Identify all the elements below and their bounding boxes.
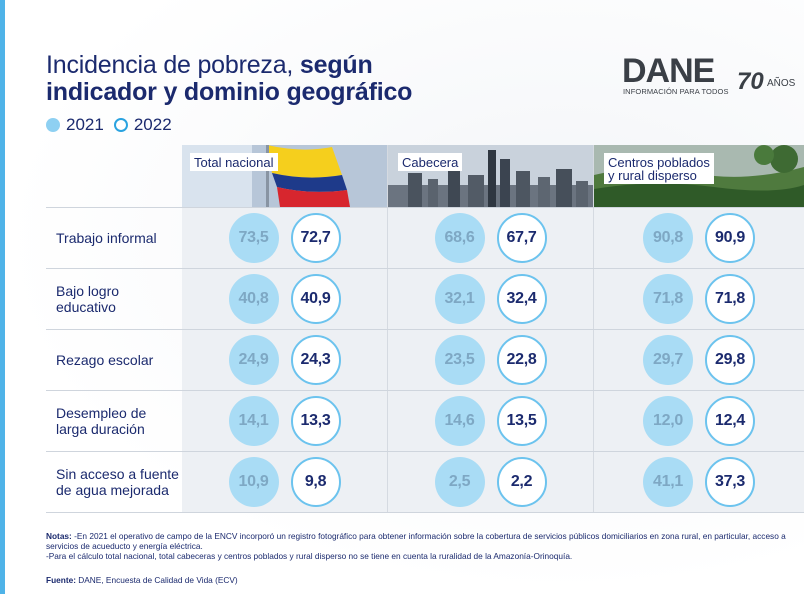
header-image-cabecera <box>388 145 593 207</box>
column-header-nacional: Total nacional <box>190 153 278 171</box>
row-label-line: de agua mejorada <box>56 481 169 498</box>
value-bubble-2022: 32,4 <box>496 273 547 324</box>
row-separator <box>46 268 804 269</box>
column-divider <box>387 145 388 512</box>
dane-logo: DANE INFORMACIÓN PARA TODOS 70 AÑOS <box>622 54 802 100</box>
title-bold-2: indicador y dominio geográfico <box>46 78 413 106</box>
row-label: Rezago escolar <box>56 352 181 368</box>
row-separator <box>46 512 804 513</box>
column-bg-rural <box>594 207 804 512</box>
value-bubble-2022: 13,5 <box>496 395 547 446</box>
value-bubble-2022: 29,8 <box>705 334 755 385</box>
value-bubble-2022: 71,8 <box>705 273 755 324</box>
column-header-cabecera-line-1: Cabecera <box>402 155 459 170</box>
value-bubble-2022: 24,3 <box>290 334 341 385</box>
row-label-line: Desempleo de <box>56 404 147 421</box>
column-divider <box>593 145 594 512</box>
value-bubble-2021: 68,6 <box>434 212 485 263</box>
source: Fuente: DANE, Encuesta de Calidad de Vid… <box>46 575 238 585</box>
logo-anos: AÑOS <box>767 78 796 89</box>
title-bold-1: según <box>299 51 373 79</box>
row-label-line: Bajo logro <box>56 282 120 299</box>
notes-line-2: -Para el cálculo total nacional, total c… <box>46 551 573 561</box>
row-separator <box>46 390 804 391</box>
column-bg-nacional <box>182 207 387 512</box>
title-regular: Incidencia de pobreza, <box>46 51 300 79</box>
value-bubble-2022: 12,4 <box>705 395 755 446</box>
value-bubble-2022: 9,8 <box>290 456 341 507</box>
value-bubble-2021: 90,8 <box>643 212 693 263</box>
row-label: Trabajo informal <box>56 230 181 246</box>
row-label-line: Trabajo informal <box>56 229 157 246</box>
column-header-rural-line-1: Centros poblados <box>608 155 710 170</box>
notes: Notas: -En 2021 el operativo de campo de… <box>46 531 804 561</box>
value-bubble-2022: 72,7 <box>290 212 341 263</box>
value-bubble-2022: 2,2 <box>496 456 547 507</box>
value-bubble-2021: 41,1 <box>643 456 693 507</box>
notes-label: Notas: <box>46 531 72 541</box>
value-bubble-2021: 24,9 <box>228 334 279 385</box>
legend-dot-2022 <box>113 118 128 132</box>
legend-dot-2021 <box>46 118 60 132</box>
value-bubble-2021: 2,5 <box>434 456 485 507</box>
legend-label-2022: 2022 <box>133 115 172 134</box>
row-label-line: Sin acceso a fuente <box>56 465 179 482</box>
value-bubble-2022: 37,3 <box>705 456 755 507</box>
value-bubble-2022: 67,7 <box>496 212 547 263</box>
value-bubble-2021: 23,5 <box>434 334 485 385</box>
legend-label-2021: 2021 <box>66 115 104 134</box>
logo-anniversary: 70 <box>737 68 764 95</box>
value-bubble-2022: 22,8 <box>496 334 547 385</box>
value-bubble-2021: 73,5 <box>228 212 279 263</box>
column-bg-cabecera <box>388 207 593 512</box>
legend: 2021 2022 <box>46 115 172 135</box>
row-label: Desempleo de larga duración <box>56 405 181 437</box>
value-bubble-2021: 12,0 <box>643 395 693 446</box>
value-bubble-2021: 40,8 <box>228 273 279 324</box>
notes-line-1: -En 2021 el operativo de campo de la ENC… <box>46 531 786 551</box>
column-header-rural-line-2: y rural disperso <box>608 168 697 183</box>
value-bubble-2021: 32,1 <box>434 273 485 324</box>
column-header-cabecera: Cabecera <box>398 153 463 171</box>
row-separator <box>46 207 804 208</box>
row-separator <box>46 451 804 452</box>
column-header-nacional-line-1: Total nacional <box>194 155 274 170</box>
value-bubble-2021: 10,9 <box>228 456 279 507</box>
row-label: Sin acceso a fuente de agua mejorada <box>56 466 181 498</box>
accent-bar <box>0 0 5 594</box>
value-bubble-2022: 90,9 <box>705 212 755 263</box>
logo-word: DANE <box>622 52 715 90</box>
row-label-line: Rezago escolar <box>56 351 154 368</box>
value-bubble-2021: 29,7 <box>643 334 693 385</box>
value-bubble-2022: 13,3 <box>290 395 341 446</box>
value-bubble-2021: 71,8 <box>643 273 693 324</box>
row-separator <box>46 329 804 330</box>
logo-subtitle: INFORMACIÓN PARA TODOS <box>623 87 729 96</box>
page-title: Incidencia de pobreza, según indicador y… <box>46 52 566 106</box>
row-label-line: larga duración <box>56 420 145 437</box>
source-label: Fuente: <box>46 575 76 585</box>
value-bubble-2021: 14,1 <box>228 395 279 446</box>
source-text: DANE, Encuesta de Calidad de Vida (ECV) <box>75 575 238 585</box>
value-bubble-2021: 14,6 <box>434 395 485 446</box>
row-label: Bajo logro educativo <box>56 283 181 315</box>
column-header-rural: Centros poblados y rural disperso <box>604 153 714 184</box>
row-label-line: educativo <box>56 298 116 315</box>
value-bubble-2022: 40,9 <box>290 273 341 324</box>
